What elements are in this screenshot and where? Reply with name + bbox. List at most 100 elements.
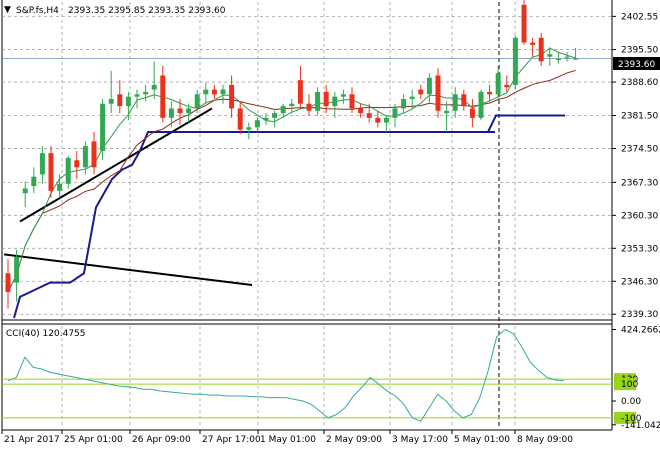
candle-body [340, 94, 346, 97]
candle-body [495, 73, 501, 95]
candle [495, 66, 501, 100]
candle [65, 155, 71, 189]
candle-body [117, 94, 123, 107]
candle-body [323, 91, 329, 107]
candle-body [74, 160, 80, 168]
channel-step-line [13, 114, 565, 319]
candle [117, 80, 123, 114]
candle [487, 84, 493, 102]
candle-body [444, 110, 450, 114]
candle [143, 84, 149, 102]
candle-body [487, 91, 493, 95]
candle-body [263, 117, 269, 121]
candle [186, 103, 192, 123]
candle-body [375, 117, 381, 123]
candle-body [160, 75, 166, 118]
candle [289, 99, 295, 114]
candle [538, 33, 544, 67]
candle-body [401, 99, 407, 109]
candle [512, 35, 518, 90]
candle-body [435, 75, 441, 111]
candle [151, 61, 157, 100]
current-price-label: 2393.60 [618, 60, 655, 70]
candle [272, 110, 278, 128]
candle [246, 122, 252, 140]
candle-body [168, 108, 174, 118]
candle [91, 131, 97, 175]
candle [280, 103, 286, 118]
candle [39, 146, 45, 184]
candle [237, 101, 243, 135]
current-price-box [613, 57, 660, 70]
candle-body [203, 89, 209, 95]
candle-body [555, 58, 561, 60]
candle-body [332, 96, 338, 107]
candle-body [478, 91, 484, 118]
candle-body [57, 183, 63, 191]
candle-body [134, 94, 140, 97]
candle-body [392, 108, 398, 118]
cci-line [7, 328, 565, 422]
candle [211, 84, 217, 100]
symbol-dropdown-arrow[interactable]: ▼ [4, 5, 11, 15]
candle-body [31, 176, 37, 187]
candle-body [5, 273, 11, 293]
candle [203, 82, 209, 104]
candle [409, 89, 415, 109]
time-tick-label: 3 May 17:00 [392, 435, 448, 445]
candle [177, 99, 183, 125]
candle [125, 91, 131, 121]
candle [401, 94, 407, 114]
price-tick-label: 2367.30 [621, 178, 658, 188]
candle [358, 103, 364, 118]
axes: 2402.55 2395.50 2388.60 2381.50 2374.50 2367.… [1, 12, 660, 445]
price-tick-label: 2381.50 [621, 111, 658, 121]
candle-body [418, 89, 424, 95]
price-tick-label: 2360.30 [621, 211, 658, 221]
candle-body [108, 99, 114, 104]
candle [573, 47, 579, 60]
candle [263, 113, 269, 125]
candle [194, 89, 200, 114]
candle [435, 68, 441, 118]
candle [74, 150, 80, 180]
time-tick-label: 1 May 01:00 [260, 435, 316, 445]
time-tick-label: 25 Apr 01:00 [64, 435, 123, 445]
candle-body [358, 108, 364, 114]
candle [48, 146, 54, 198]
candle-body [306, 103, 312, 111]
candle-body [452, 94, 458, 111]
cci-tick-label: -100 [621, 414, 642, 424]
candle [366, 103, 372, 123]
candle-body [65, 157, 71, 184]
price-tick-label: 2388.60 [621, 78, 658, 88]
candle-body [426, 77, 432, 95]
candle [504, 75, 510, 92]
candle-body [211, 89, 217, 95]
candle [547, 47, 553, 67]
candle-body [186, 108, 192, 114]
candle [461, 89, 467, 111]
candle [160, 66, 166, 123]
candle [340, 89, 346, 104]
candle [521, 0, 527, 45]
price-tick-label: 2395.50 [621, 46, 658, 56]
candle [134, 89, 140, 109]
candle-body [366, 113, 372, 118]
candle [349, 87, 355, 114]
candle-body [297, 80, 303, 104]
price-tick-label: 2346.30 [621, 277, 658, 287]
candle [323, 84, 329, 114]
cci-tick-label: 100 [621, 380, 638, 390]
candle [444, 101, 450, 132]
candle-body [289, 103, 295, 107]
candle-body [48, 153, 54, 191]
trend-line-down [3, 253, 253, 287]
candle-body [125, 96, 131, 107]
cci-level-tag [614, 411, 636, 424]
time-tick-label: 21 Apr 2017 [4, 435, 60, 445]
candle-body [220, 89, 226, 95]
time-tick-label: 5 May 01:00 [454, 435, 510, 445]
